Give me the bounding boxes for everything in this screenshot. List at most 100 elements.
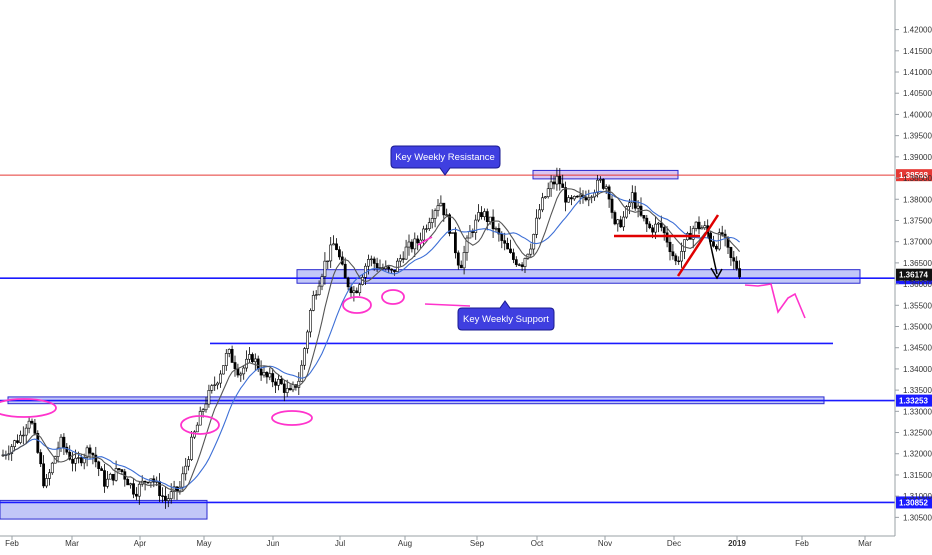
x-tick-label: Apr xyxy=(134,539,147,548)
candle-body xyxy=(732,257,736,262)
candle-body xyxy=(366,259,370,267)
candle xyxy=(575,195,579,198)
candle-body xyxy=(326,260,330,262)
candle xyxy=(529,243,533,258)
candle xyxy=(714,244,718,252)
pink-stroke xyxy=(417,236,433,246)
candle-body xyxy=(482,211,486,218)
candle xyxy=(285,379,289,397)
y-tick-label: 1.36500 xyxy=(903,259,932,268)
resistance-callout[interactable]: Key Weekly Resistance xyxy=(390,145,501,176)
candle-body xyxy=(30,420,34,424)
candle xyxy=(555,167,559,191)
candle xyxy=(387,265,391,274)
weekly-support-zone xyxy=(296,269,861,284)
support-callout-text: Key Weekly Support xyxy=(463,314,549,325)
candle xyxy=(343,257,347,279)
candle-body xyxy=(552,181,556,185)
candle-body xyxy=(474,219,478,233)
candle xyxy=(613,210,617,226)
x-tick-label: Mar xyxy=(65,539,79,548)
candle-body xyxy=(288,388,292,391)
y-tick-label: 1.41500 xyxy=(903,47,932,56)
y-tick-label: 1.30500 xyxy=(903,513,932,522)
x-tick-label: Sep xyxy=(470,539,485,548)
candle-body xyxy=(671,251,675,257)
candle-body xyxy=(233,362,237,370)
candle-body xyxy=(529,248,533,255)
candle xyxy=(416,235,420,251)
black-arrow-shaft xyxy=(707,231,718,275)
y-tick-label: 1.33000 xyxy=(903,407,932,416)
candle-body xyxy=(117,468,121,470)
candle-body xyxy=(256,358,260,370)
pink-circle-marker xyxy=(342,296,372,314)
candle-body xyxy=(42,463,46,487)
candle-body xyxy=(190,436,193,460)
candle-body xyxy=(451,232,454,234)
candle-body xyxy=(427,222,431,230)
candle-body xyxy=(601,179,605,189)
candle-body xyxy=(222,365,225,375)
candle-body xyxy=(520,264,524,267)
candle-body xyxy=(369,258,373,261)
candle xyxy=(511,248,515,264)
candle xyxy=(610,195,614,219)
candle-body xyxy=(242,367,246,375)
x-tick-label: May xyxy=(196,539,211,548)
candle xyxy=(598,176,602,183)
candle-body xyxy=(265,372,269,378)
candle-body xyxy=(239,373,243,376)
candle xyxy=(323,252,327,285)
candle xyxy=(398,254,402,267)
candle-body xyxy=(47,472,51,479)
resistance-callout-box xyxy=(390,145,501,176)
candle xyxy=(253,353,257,371)
candle-body xyxy=(33,422,37,434)
candle-body xyxy=(477,212,481,221)
candle-body xyxy=(433,210,437,219)
candle xyxy=(474,214,478,240)
candle xyxy=(108,472,112,480)
price-tag xyxy=(896,169,932,182)
resistance-callout-text: Key Weekly Resistance xyxy=(395,152,495,163)
candle-body xyxy=(166,498,170,501)
candle xyxy=(146,481,150,484)
pink-circle-marker xyxy=(381,289,405,305)
candle xyxy=(352,285,356,302)
candle xyxy=(549,175,553,197)
candle-body xyxy=(491,216,495,230)
candle xyxy=(572,195,576,201)
candle xyxy=(62,433,66,455)
candle xyxy=(540,192,544,213)
candle-body xyxy=(306,331,309,349)
candle xyxy=(308,308,312,338)
candle xyxy=(375,257,379,273)
candle-body xyxy=(578,194,582,197)
candle-body xyxy=(187,459,191,467)
candle-body xyxy=(62,436,66,448)
candle-body xyxy=(680,251,684,262)
support-callout[interactable]: Key Weekly Support xyxy=(457,300,555,331)
candle-body xyxy=(633,192,637,209)
candle xyxy=(137,481,141,505)
candle-body xyxy=(567,197,570,203)
candle-body xyxy=(627,202,631,207)
candle xyxy=(320,273,324,291)
candle xyxy=(311,290,315,312)
candle-body xyxy=(346,277,350,288)
candle-body xyxy=(503,240,507,244)
candle xyxy=(561,174,565,188)
candle xyxy=(213,376,217,391)
candle xyxy=(195,422,199,433)
candle-body xyxy=(68,451,72,460)
y-tick-label: 1.40500 xyxy=(903,89,932,98)
candle xyxy=(390,268,394,274)
candle-body xyxy=(126,478,130,486)
price-tag-label: 1.30852 xyxy=(899,498,928,507)
candle-body xyxy=(158,481,162,497)
candle-body xyxy=(543,196,547,199)
candle xyxy=(329,237,333,268)
